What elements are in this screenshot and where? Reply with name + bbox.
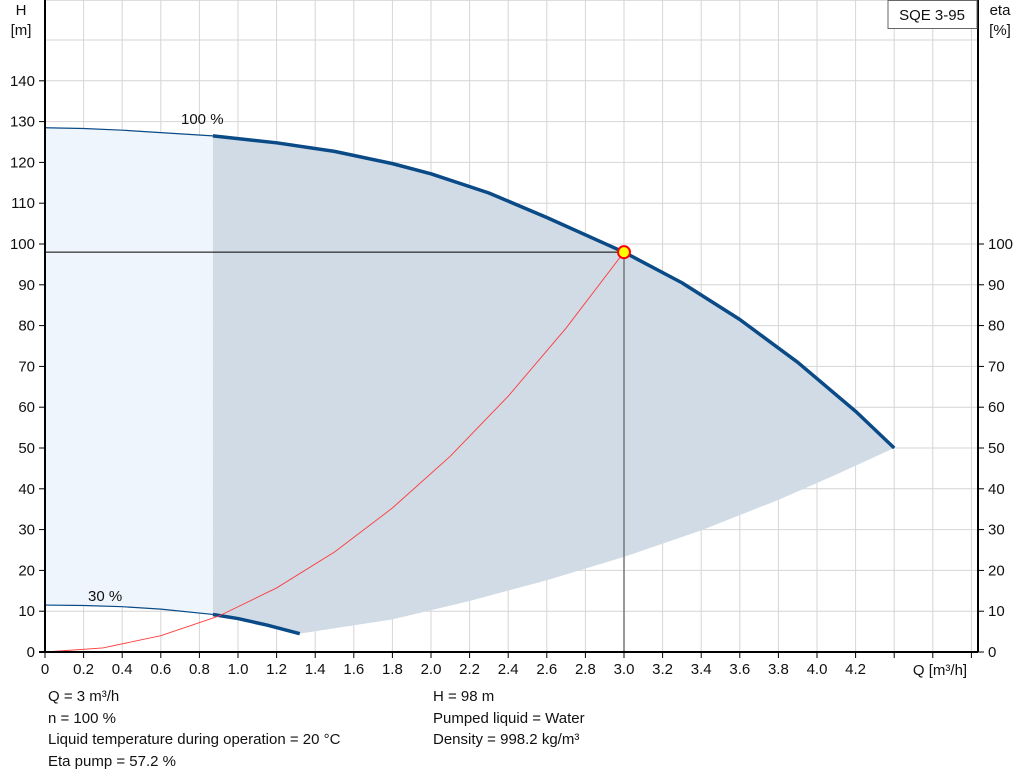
y2-tick-label: 60 (988, 399, 1005, 416)
pump-curve-100 (212, 134, 896, 450)
chart-title: SQE 3-95 (899, 7, 965, 24)
x-tick-label: 2.0 (421, 661, 442, 678)
info-eta: Eta pump = 57.2 % (48, 752, 176, 770)
y-tick-label: 60 (18, 399, 35, 416)
series-label-100: 100 % (181, 111, 224, 128)
x-tick-label: 0.4 (112, 661, 133, 678)
info-liquid: Pumped liquid = Water (433, 709, 585, 727)
y2-tick-label: 70 (988, 358, 1005, 375)
y2-tick-label: 30 (988, 522, 1005, 539)
y2-axis-label: eta (990, 2, 1012, 19)
curves (44, 127, 896, 653)
x-tick-label: 0.8 (189, 661, 210, 678)
y-tick-label: 90 (18, 277, 35, 294)
x-tick-label: 0.2 (73, 661, 94, 678)
info-right: H = 98 m Pumped liquid = Water Density =… (433, 686, 585, 751)
x-tick-label: 2.8 (575, 661, 596, 678)
operating-regions (45, 127, 895, 634)
x-tick-label: 1.2 (266, 661, 287, 678)
x-tick-label: 4.0 (807, 661, 828, 678)
x-tick-label: 2.6 (536, 661, 557, 678)
y2-tick-label: 80 (988, 318, 1005, 335)
x-tick-label: 0.6 (150, 661, 171, 678)
x-tick-label: 3.0 (614, 661, 635, 678)
pump-curve-chart: 0 10 20 30 40 50 60 70 80 90 100 110 120 130 140 0 10 20 3… (10, 0, 1013, 679)
system-curve (44, 251, 625, 653)
pump-curve-30 (212, 612, 301, 636)
y-tick-label: 20 (18, 562, 35, 579)
y2-tick-label: 10 (988, 603, 1005, 620)
x-tick-label: 1.0 (228, 661, 249, 678)
series-label-30: 30 % (88, 588, 122, 605)
operating-point (617, 245, 631, 260)
y-tick-label: 100 (10, 236, 35, 253)
x-tick-label: 4.2 (845, 661, 866, 678)
y-tick-label: 40 (18, 481, 35, 498)
y2-tick-label: 40 (988, 481, 1005, 498)
x-axis-label: Q [m³/h] (913, 662, 967, 679)
y2-tick-label: 0 (988, 644, 996, 661)
y2-tick-label: 90 (988, 277, 1005, 294)
y-tick-label: 50 (18, 440, 35, 457)
x-tick-label: 3.2 (652, 661, 673, 678)
y-tick-label: 70 (18, 358, 35, 375)
info-left: Q = 3 m³/h n = 100 % Liquid temperature … (48, 686, 340, 772)
axes: 0 10 20 30 40 50 60 70 80 90 100 110 120 130 140 0 10 20 3… (10, 0, 1013, 678)
x-tick-label: 1.6 (343, 661, 364, 678)
x-tick-label: 3.8 (768, 661, 789, 678)
y2-axis-unit: [%] (989, 22, 1011, 39)
y-tick-label: 110 (11, 195, 35, 212)
x-tick-label: 2.2 (459, 661, 480, 678)
info-density: Density = 998.2 kg/m³ (433, 731, 580, 748)
region-operating (212, 135, 895, 634)
y-tick-label: 140 (10, 73, 35, 90)
info-flow: Q = 3 m³/h (48, 688, 120, 705)
x-tick-label: 2.4 (498, 661, 519, 678)
region-light (45, 127, 213, 615)
y2-tick-label: 100 (988, 236, 1013, 253)
y-axis-label: H (16, 2, 27, 19)
info-speed: n = 100 % (48, 709, 116, 727)
x-tick-label: 3.6 (729, 661, 750, 678)
y-tick-label: 0 (27, 644, 35, 661)
y-axis-unit: [m] (11, 22, 32, 39)
y-tick-label: 80 (18, 318, 35, 335)
y-tick-label: 120 (10, 154, 35, 171)
y-tick-label: 30 (18, 522, 35, 539)
y2-tick-label: 50 (988, 440, 1005, 457)
title-box (887, 0, 978, 29)
info-temperature: Liquid temperature during operation = 20… (48, 731, 341, 748)
x-tick-label: 1.8 (382, 661, 403, 678)
y-tick-label: 10 (18, 603, 35, 620)
x-tick-label: 0 (41, 661, 49, 678)
x-tick-label: 1.4 (305, 661, 326, 678)
info-head: H = 98 m (433, 688, 495, 705)
x-tick-label: 3.4 (691, 661, 712, 678)
y-tick-label: 130 (10, 114, 35, 131)
y2-tick-label: 20 (988, 562, 1005, 579)
pump-curve-100-thin (44, 127, 213, 137)
pump-curve-30-thin (44, 604, 213, 616)
